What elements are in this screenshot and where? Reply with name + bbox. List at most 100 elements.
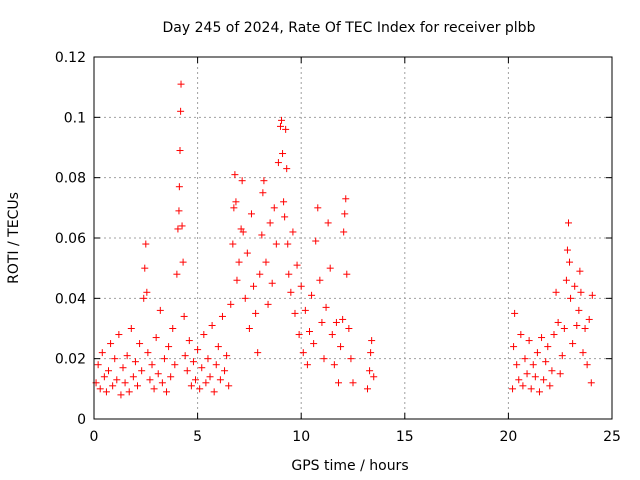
data-point xyxy=(216,376,224,384)
data-point xyxy=(283,165,291,173)
data-point xyxy=(127,325,135,332)
data-point xyxy=(328,331,336,339)
data-point xyxy=(347,355,355,363)
data-point xyxy=(575,306,583,314)
data-point xyxy=(131,358,139,366)
data-point xyxy=(123,352,131,360)
data-point xyxy=(178,222,186,230)
data-point xyxy=(571,282,579,290)
data-point xyxy=(268,279,276,287)
data-point xyxy=(270,204,278,212)
data-point xyxy=(567,294,575,302)
data-point xyxy=(279,150,287,158)
data-point xyxy=(272,240,280,248)
data-point xyxy=(576,267,584,275)
data-point xyxy=(163,388,171,396)
data-point xyxy=(117,391,125,399)
data-point xyxy=(367,349,375,357)
data-point xyxy=(225,382,233,390)
data-point xyxy=(200,331,208,339)
data-point xyxy=(146,376,154,384)
data-point xyxy=(318,318,326,326)
data-point xyxy=(554,318,562,326)
data-point xyxy=(266,219,274,227)
data-point xyxy=(274,159,282,167)
data-point xyxy=(542,358,550,366)
data-point xyxy=(230,204,238,212)
data-point xyxy=(334,379,342,387)
data-point xyxy=(175,207,183,215)
data-point xyxy=(245,325,253,332)
data-point xyxy=(235,258,243,266)
data-point xyxy=(165,343,173,351)
data-point xyxy=(129,373,137,381)
y-tick-label: 0.08 xyxy=(55,171,86,187)
data-point xyxy=(332,318,340,326)
data-point xyxy=(276,122,284,130)
data-point xyxy=(343,270,351,278)
x-tick-label: 20 xyxy=(499,429,517,445)
data-point xyxy=(231,171,239,179)
data-point xyxy=(299,349,307,357)
y-tick-labels: 0 0.02 0.04 0.06 0.08 0.1 0.12 xyxy=(55,50,86,428)
data-point xyxy=(366,367,374,375)
data-point xyxy=(509,385,517,393)
data-point xyxy=(229,240,237,248)
data-point xyxy=(569,340,577,348)
data-point xyxy=(303,361,311,369)
data-point xyxy=(206,373,214,381)
data-point xyxy=(177,80,185,88)
data-point xyxy=(189,358,197,366)
x-tick-label: 0 xyxy=(90,429,99,445)
y-tick-label: 0.04 xyxy=(55,291,86,307)
data-point xyxy=(181,352,189,360)
data-point xyxy=(293,261,301,269)
data-point xyxy=(308,291,316,299)
data-point xyxy=(511,309,519,317)
data-point xyxy=(320,355,328,363)
data-point xyxy=(187,382,195,390)
data-point xyxy=(210,388,218,396)
data-point xyxy=(515,376,523,384)
data-point xyxy=(227,300,235,308)
data-point xyxy=(564,219,572,227)
data-point xyxy=(179,258,187,266)
data-point xyxy=(183,367,191,375)
data-point xyxy=(289,228,297,236)
axis-ticks xyxy=(93,56,613,420)
x-tick-label: 5 xyxy=(193,429,202,445)
data-point xyxy=(264,300,272,308)
data-point xyxy=(212,361,220,369)
data-point xyxy=(527,385,535,393)
data-point xyxy=(285,270,293,278)
data-point xyxy=(370,373,378,381)
data-point xyxy=(218,312,226,320)
data-point xyxy=(523,370,531,378)
data-point xyxy=(243,249,251,257)
data-point xyxy=(525,337,533,345)
data-point xyxy=(174,225,182,233)
data-point xyxy=(521,355,529,363)
y-tick-label: 0.12 xyxy=(55,50,86,66)
data-point xyxy=(540,376,548,384)
data-point xyxy=(150,385,158,393)
data-point xyxy=(280,198,288,206)
data-point xyxy=(194,346,202,354)
data-point xyxy=(232,198,240,206)
data-point xyxy=(167,373,175,381)
y-tick-label: 0.06 xyxy=(55,231,86,247)
data-point xyxy=(223,352,231,360)
data-point xyxy=(192,376,200,384)
data-point xyxy=(287,288,295,296)
data-point xyxy=(158,379,166,387)
data-point xyxy=(546,382,554,390)
data-point xyxy=(169,325,177,332)
data-point xyxy=(312,237,320,245)
data-point xyxy=(221,367,229,375)
data-point xyxy=(587,379,595,387)
data-point xyxy=(105,367,113,375)
data-point xyxy=(340,228,348,236)
data-point xyxy=(585,315,593,323)
data-point xyxy=(301,306,309,314)
